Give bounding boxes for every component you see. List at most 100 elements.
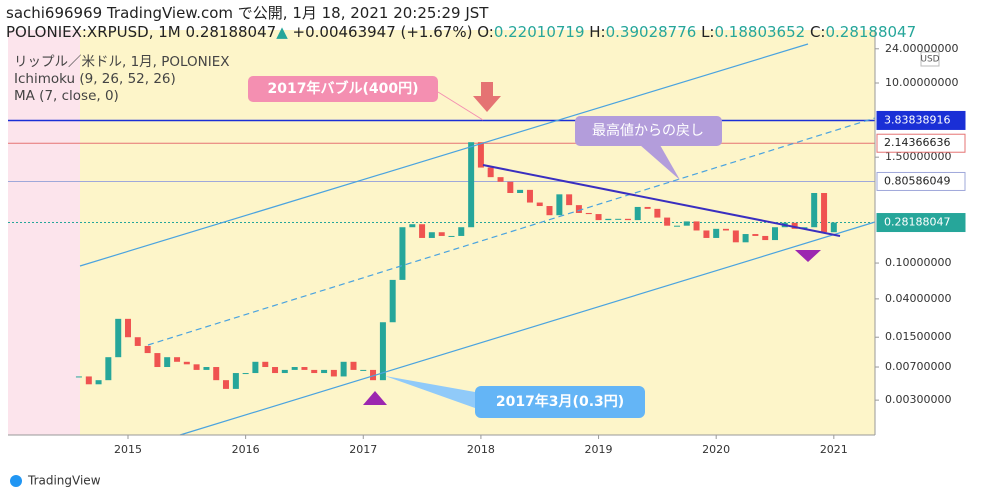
- arrow: ▲: [276, 23, 288, 41]
- change: +0.00463947 (+1.67%): [292, 23, 473, 41]
- candle: [536, 202, 543, 207]
- label: C:: [809, 23, 826, 41]
- price-label: 0.28188047: [884, 216, 950, 229]
- brand-logo: [10, 475, 22, 487]
- candle: [566, 194, 573, 206]
- candle: [556, 194, 563, 216]
- candle: [134, 337, 141, 346]
- y-tick-label: 24.00000000: [885, 42, 958, 55]
- candle: [487, 167, 494, 178]
- legend: リップル／米ドル, 1月, POLONIEX Ichimoku (9, 26, …: [14, 54, 230, 105]
- candle: [830, 222, 837, 233]
- annotation: 最高値からの戻し: [592, 122, 704, 139]
- y-tick-label: 1.50000000: [885, 150, 951, 163]
- y-tick-label: 0.00700000: [885, 360, 951, 373]
- marker: [795, 250, 821, 262]
- label: L:: [701, 23, 715, 41]
- candle: [360, 369, 367, 371]
- candle: [468, 142, 475, 228]
- candle: [213, 367, 220, 381]
- y-tick-label: 10.00000000: [885, 76, 958, 89]
- candle: [448, 235, 455, 237]
- candle: [389, 279, 396, 323]
- candle: [379, 322, 386, 381]
- currency-box: [920, 51, 940, 67]
- candle: [301, 367, 308, 370]
- price-label: 3.83838916: [884, 113, 950, 126]
- annotation: 2017年3月(0.3円): [496, 393, 624, 410]
- legend-item: リップル／米ドル, 1月, POLONIEX: [14, 54, 230, 70]
- candle: [174, 357, 181, 362]
- price-label-box: [876, 213, 966, 233]
- candle: [105, 357, 112, 381]
- candle: [311, 369, 318, 374]
- header-line: POLONIEX:XRPUSD, 1M 0.28188047▲ +0.00463…: [6, 23, 916, 42]
- candle: [154, 353, 161, 368]
- y-tick-label: 0.04000000: [885, 292, 951, 305]
- candle: [252, 361, 259, 374]
- candle: [75, 376, 82, 378]
- candle: [595, 214, 602, 221]
- candle: [821, 193, 828, 233]
- value: 0.22010719: [493, 23, 585, 41]
- y-tick-label: 0.00300000: [885, 393, 951, 406]
- candle: [262, 361, 269, 368]
- candle: [291, 367, 298, 370]
- x-tick-label: 2021: [820, 443, 848, 456]
- candle: [438, 232, 445, 236]
- candle: [732, 230, 739, 243]
- candle: [693, 221, 700, 231]
- candle: [124, 318, 131, 338]
- x-tick-label: 2015: [114, 443, 142, 456]
- callout: [437, 91, 484, 121]
- candle: [674, 225, 681, 227]
- candle: [791, 222, 798, 229]
- candle: [115, 318, 122, 358]
- x-tick-label: 2016: [232, 443, 260, 456]
- candle: [517, 189, 524, 194]
- candle: [281, 369, 288, 374]
- candle: [664, 217, 671, 226]
- candle: [183, 361, 190, 365]
- candle: [585, 212, 592, 215]
- candle: [193, 364, 200, 370]
- annotation-box: [575, 116, 722, 146]
- candle: [634, 206, 641, 221]
- value: 0.28188047: [825, 23, 917, 41]
- candle: [203, 367, 210, 370]
- candle: [742, 234, 749, 243]
- candle: [350, 361, 357, 370]
- candle: [330, 369, 337, 377]
- value: 0.18803652: [714, 23, 806, 41]
- annotation-box: [248, 76, 438, 102]
- price-label: 0.80586049: [884, 174, 950, 187]
- price-label-box: [876, 133, 966, 153]
- candle: [644, 206, 651, 209]
- symbol: POLONIEX:XRPUSD, 1M 0.28188047: [6, 23, 277, 41]
- legend-item: Ichimoku (9, 26, 52, 26): [14, 71, 176, 87]
- x-tick-label: 2020: [702, 443, 730, 456]
- candle: [242, 373, 249, 375]
- candle: [232, 373, 239, 389]
- price-label: 2.14366636: [884, 136, 950, 149]
- candle: [624, 218, 631, 221]
- candle: [546, 206, 553, 216]
- candle: [399, 227, 406, 280]
- candle: [95, 380, 102, 385]
- channel-mid: [147, 117, 876, 346]
- candle: [458, 227, 465, 236]
- candle: [722, 228, 729, 231]
- callout: [385, 376, 475, 408]
- trend-line: [482, 164, 841, 237]
- candle: [811, 193, 818, 228]
- header-line: sachi696969 TradingView.com で公開, 1月 18, …: [6, 4, 489, 22]
- candle: [605, 218, 612, 221]
- candle: [477, 142, 484, 168]
- marker: [363, 391, 387, 405]
- candle: [703, 230, 710, 238]
- currency: USD: [920, 55, 939, 65]
- price-label-box: [876, 110, 966, 130]
- brand: TradingView: [27, 474, 101, 488]
- candle: [144, 345, 151, 354]
